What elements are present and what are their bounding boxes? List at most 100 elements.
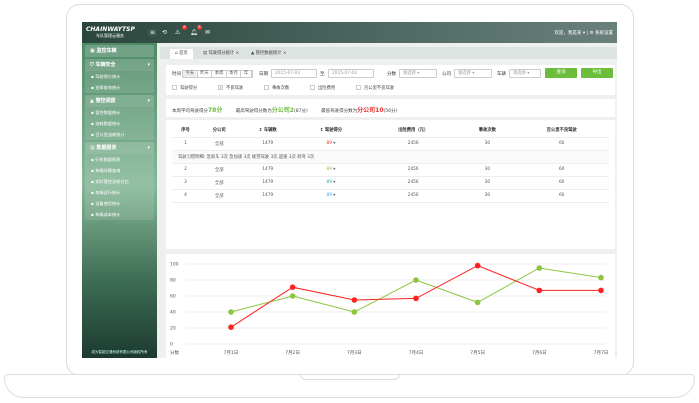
table-cell: 30: [460, 137, 515, 151]
x-tick-label: 7月5日: [470, 350, 485, 356]
table-row[interactable]: 2 全部 1479 89 ▾ 2456 30 60: [172, 163, 609, 177]
sidebar-group-header[interactable]: ▲ 管控调度 ▾: [85, 95, 154, 107]
sidebar-group-header[interactable]: ⛉ 车辆安全 ▾: [85, 59, 154, 71]
query-button[interactable]: 查询: [545, 68, 577, 78]
cell-value: 2456: [407, 141, 419, 146]
expand-icon[interactable]: ▾: [331, 180, 336, 185]
bell-icon[interactable]: 🔔︎ 8: [190, 25, 202, 36]
max-company: 分公司2: [271, 107, 294, 114]
sidebar-footer: 成为智能交通系统有限公司版权所有: [91, 350, 148, 354]
sidebar-item-label: 行车数据报表: [95, 157, 121, 162]
sidebar-item-label: 车辆详情查询: [95, 168, 121, 173]
sidebar-item[interactable]: ▪ 车辆成本统计: [85, 209, 154, 220]
cell-value: 1479: [262, 193, 274, 198]
checkbox[interactable]: 百公里不良驾驶: [356, 85, 394, 91]
chevron-down-icon: ▾: [147, 98, 150, 104]
table-cell: 2456: [365, 163, 461, 177]
x-tick-label: 7月6日: [532, 350, 547, 356]
score-select[interactable]: 请选择 ▾: [399, 69, 437, 78]
checkbox[interactable]: 驾驶得分: [172, 85, 197, 91]
sidebar-item[interactable]: ▪ 设备使用统计: [85, 198, 154, 209]
cell-value: 60: [558, 141, 565, 146]
data-point[interactable]: [289, 284, 296, 290]
score-label: 分数: [387, 72, 396, 77]
sidebar-item[interactable]: ▪ 车辆详情查询: [85, 165, 154, 176]
avg-label: 本周平均驾驶得分: [172, 109, 208, 114]
data-point[interactable]: [228, 309, 234, 315]
column-header[interactable]: ↕ 车辆数: [239, 124, 296, 138]
tab-control-data[interactable]: ▲ 管控数据统计 ×: [251, 51, 287, 56]
data-point[interactable]: [598, 287, 604, 294]
data-point[interactable]: [228, 324, 234, 330]
settings-link[interactable]: 系统设置: [595, 31, 613, 36]
column-header[interactable]: ↕ 驾驶得分: [295, 124, 366, 138]
time-option[interactable]: 本月: [227, 71, 242, 77]
table-row[interactable]: 3 全部 1479 89 ▾ 2456 30 60: [172, 176, 609, 190]
date-from-input[interactable]: 2015-07-03: [271, 69, 317, 78]
time-option[interactable]: 今天: [183, 71, 198, 77]
checkbox[interactable]: ✓ 不良驾驶: [218, 85, 243, 91]
checkbox[interactable]: 事故次数: [264, 85, 289, 91]
gear-icon[interactable]: ⚙: [589, 31, 594, 36]
sidebar-item[interactable]: ▪ 油耗数据统计: [85, 118, 154, 129]
tab-home[interactable]: ⌂ 首页: [170, 49, 193, 59]
data-point[interactable]: [536, 265, 543, 271]
data-point[interactable]: [351, 297, 358, 303]
data-point[interactable]: [351, 309, 358, 315]
checkbox-box: [172, 85, 177, 90]
tab-label: 驾驶得分统计: [208, 51, 235, 56]
export-button[interactable]: 导出: [581, 68, 613, 78]
y-tick-label: 60: [170, 294, 176, 300]
expand-icon[interactable]: ▾: [331, 141, 336, 146]
sidebar-item[interactable]: ▪ 车辆运行统计: [85, 187, 154, 198]
data-point[interactable]: [474, 299, 481, 306]
company-select[interactable]: 请选择 ▾: [454, 69, 492, 78]
group-label: 车辆安全: [95, 62, 116, 68]
sidebar-group-header[interactable]: ▣ 监控车辆: [85, 45, 154, 57]
table-cell: 4: [172, 189, 199, 203]
data-point[interactable]: [536, 287, 543, 294]
data-point[interactable]: [289, 293, 296, 299]
table-row[interactable]: 1 全部 1479 89 ▾ 2456 30 60: [172, 137, 609, 151]
user-menu[interactable]: 欢迎，我是某 ▾: [554, 31, 586, 36]
link-icon[interactable]: ⟲: [162, 29, 168, 36]
expand-icon[interactable]: ▾: [331, 193, 336, 198]
sidebar-item[interactable]: ▪ 管控数据统计: [85, 107, 154, 118]
menu-toggle-icon[interactable]: ≡: [148, 29, 158, 36]
tab-driving-score[interactable]: ▤ 驾驶得分统计 ×: [203, 51, 240, 56]
data-point[interactable]: [413, 295, 419, 302]
bell-badge: 8: [197, 25, 202, 30]
y-tick-label: 0: [170, 342, 173, 348]
group-label: 管控调度: [95, 98, 116, 104]
data-point[interactable]: [413, 277, 419, 283]
vehicle-select[interactable]: 请选择 ▾: [509, 69, 541, 78]
sidebar-item[interactable]: ▪ 行车数据报表: [85, 154, 154, 165]
time-option[interactable]: 年: [241, 71, 252, 77]
sidebar-item[interactable]: ▪ 百公里油耗统计: [85, 129, 154, 140]
data-point[interactable]: [474, 262, 481, 269]
table-cell: 1479: [239, 163, 296, 177]
time-option[interactable]: 本周: [212, 71, 227, 77]
cell-value: 30: [484, 193, 491, 198]
screen: CHAINWAYTSP 车队管理云服务 ≡ ⟲ ⚠ 8 🔔︎ 8 ✉ 欢迎，我是某 ▾…: [82, 22, 617, 358]
table-row[interactable]: 4 全部 1479 89 ▾ 2456 30 60: [172, 189, 609, 203]
checkbox-box: ✓: [218, 85, 223, 90]
checkbox[interactable]: 出险费用: [310, 85, 335, 91]
cell-value: 4: [184, 193, 187, 198]
time-label: 时间: [172, 72, 181, 77]
cell-value: 2: [184, 167, 187, 172]
sidebar-group-header[interactable]: ▥ 数据报表 ▾: [85, 142, 154, 154]
time-option[interactable]: 昨天: [198, 71, 213, 77]
item-icon: ▪: [91, 110, 94, 115]
alert-icon[interactable]: ⚠ 8: [175, 25, 187, 36]
expand-icon[interactable]: ▾: [331, 167, 336, 172]
line-chart: 0 20 40 60 80 100 分数 7月1日 7月2日 7月3日 7月4日 7月5日 7月6日 7月…: [170, 262, 608, 357]
data-point[interactable]: [598, 274, 604, 281]
cell-value: 89: [326, 167, 332, 172]
sidebar-item[interactable]: ▪ 违章查询统计: [85, 82, 154, 93]
mail-icon[interactable]: ✉: [205, 29, 211, 36]
date-to-input[interactable]: 2015-07-03: [328, 69, 374, 78]
logo-text: CHAINWAYTSP: [86, 26, 135, 33]
sidebar-item[interactable]: ▪ 驾驶得分统计: [85, 71, 154, 82]
sidebar-item[interactable]: ▪ 实时管控油耗对比: [85, 176, 154, 187]
